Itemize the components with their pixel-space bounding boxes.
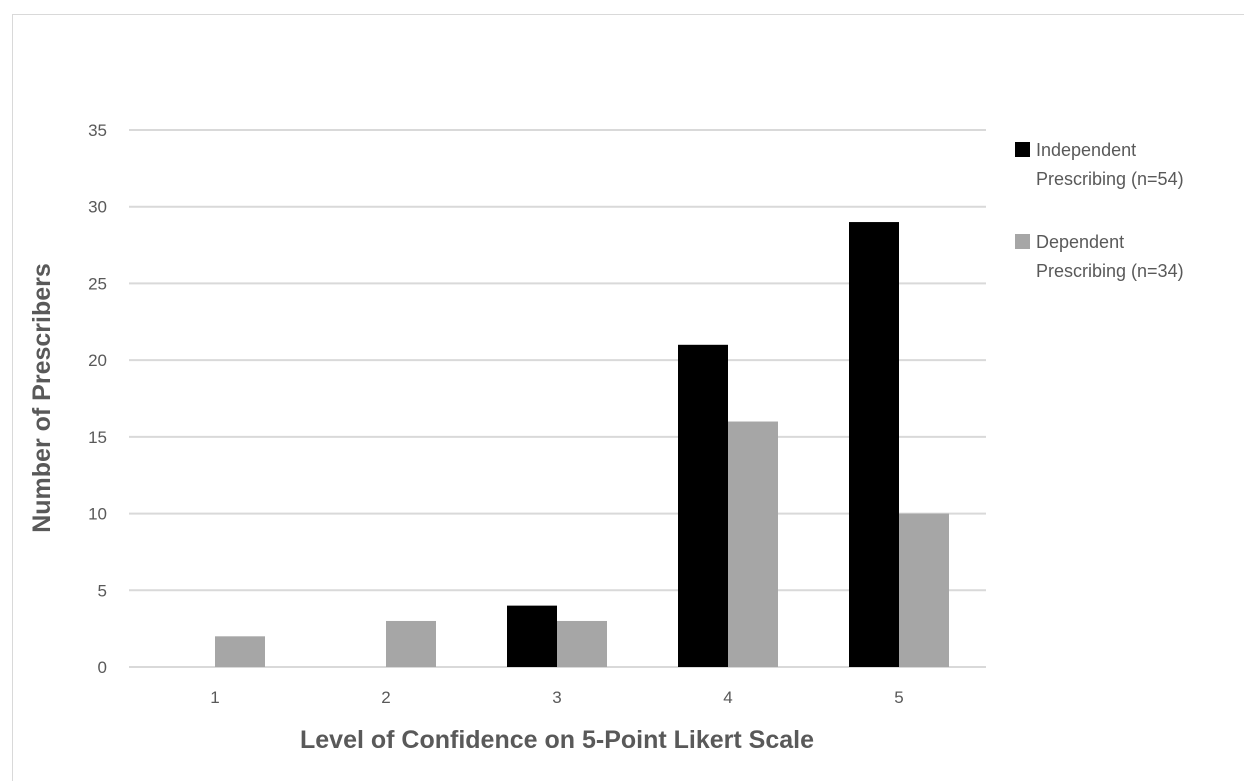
legend-label: Prescribing (n=54) [1036,169,1184,189]
legend-label: Dependent [1036,232,1124,252]
bar-independent-4 [678,344,728,667]
x-tick-label: 4 [723,688,732,707]
bar-dependent-1 [215,636,265,667]
y-tick-label: 25 [88,274,107,293]
bar-dependent-4 [728,421,778,667]
x-tick-label: 1 [210,688,219,707]
bar-dependent-2 [386,620,436,667]
x-axis-ticks: 1 2 3 4 5 [210,688,903,707]
chart-frame [12,14,1244,781]
legend: Independent Prescribing (n=54) Dependent Pr… [1015,140,1184,281]
y-tick-label: 0 [98,658,107,677]
bar-dependent-5 [899,513,949,667]
legend-label: Independent [1036,140,1136,160]
legend-label: Prescribing (n=34) [1036,261,1184,281]
y-tick-label: 15 [88,428,107,447]
y-tick-label: 10 [88,505,107,524]
x-tick-label: 2 [381,688,390,707]
y-axis-ticks: 0 5 10 15 20 25 30 35 [88,121,107,677]
legend-swatch-independent [1015,142,1030,157]
x-axis-title: Level of Confidence on 5-Point Likert Sc… [300,726,814,754]
bars [215,222,949,668]
legend-swatch-dependent [1015,234,1030,249]
bar-independent-5 [849,222,899,668]
x-tick-label: 5 [894,688,903,707]
y-axis-title: Number of Prescribers [28,263,56,533]
y-tick-label: 20 [88,351,107,370]
x-tick-label: 3 [552,688,561,707]
y-tick-label: 30 [88,198,107,217]
y-tick-label: 35 [88,121,107,140]
y-tick-label: 5 [98,581,107,600]
bar-dependent-3 [557,620,607,667]
bar-independent-3 [507,605,557,667]
